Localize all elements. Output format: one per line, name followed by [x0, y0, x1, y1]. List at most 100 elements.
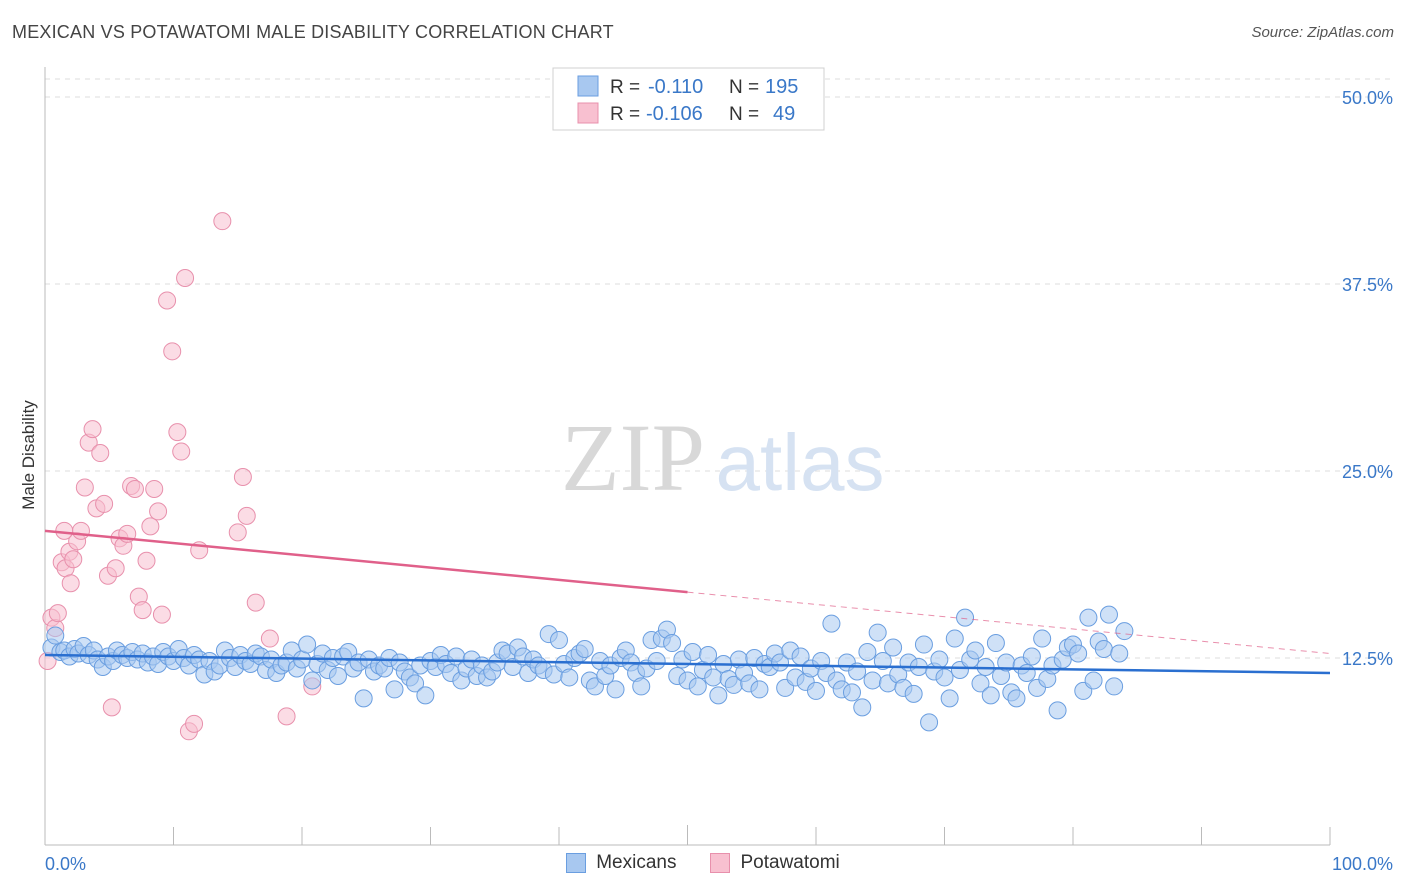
axes	[44, 67, 1331, 846]
potawatomi-point	[163, 342, 182, 361]
mexicans-point	[328, 666, 347, 685]
potawatomi-point	[61, 574, 80, 593]
mexicans-point	[771, 653, 790, 672]
mexicans-point	[956, 608, 975, 627]
potawatomi-point	[237, 506, 256, 525]
mexicans-point	[632, 677, 651, 696]
mexicans-point	[822, 614, 841, 633]
mexicans-trend-line	[44, 653, 1331, 675]
potawatomi-point	[213, 212, 232, 231]
potawatomi-point	[233, 467, 252, 486]
mexicans-point	[1079, 608, 1098, 627]
legend-r-value-2: -0.106	[646, 103, 703, 125]
grid-lines	[45, 78, 1392, 659]
mexicans-point	[1094, 640, 1113, 659]
mexicans-point	[1084, 671, 1103, 690]
mexicans-point	[935, 668, 954, 687]
legend-r-label-1: R =	[610, 77, 640, 98]
mexicans-point	[1099, 605, 1118, 624]
mexicans-point	[298, 635, 317, 654]
mexicans-point	[863, 671, 882, 690]
mexicans-point	[406, 674, 425, 693]
potawatomi-point	[277, 707, 296, 726]
mexicans-point	[930, 650, 949, 669]
chart-title: MEXICAN VS POTAWATOMI MALE DISABILITY CO…	[12, 22, 614, 42]
potawatomi-points	[38, 212, 322, 741]
mexicans-point	[986, 634, 1005, 653]
potawatomi-point	[185, 714, 204, 733]
potawatomi-point	[168, 423, 187, 442]
mexicans-swatch	[566, 853, 587, 873]
potawatomi-point	[83, 420, 102, 439]
potawatomi-point	[149, 502, 168, 521]
potawatomi-point	[141, 517, 160, 536]
mexicans-point	[1105, 677, 1124, 696]
potawatomi-point	[91, 444, 110, 463]
mexicans-point	[966, 641, 985, 660]
potawatomi-point	[102, 698, 121, 717]
mexicans-point	[750, 680, 769, 699]
potawatomi-point	[64, 550, 83, 569]
mexicans-point	[842, 683, 861, 702]
y-tick-label: 37.5%	[1342, 275, 1393, 295]
potawatomi-point	[228, 523, 247, 542]
y-tick-label: 25.0%	[1342, 462, 1393, 482]
x-tick-label: 100.0%	[1332, 854, 1393, 874]
mexicans-point	[1007, 689, 1026, 708]
potawatomi-point	[55, 521, 74, 540]
potawatomi-point	[260, 629, 279, 648]
legend-label-mexicans: Mexicans	[596, 852, 677, 873]
potawatomi-trend-line	[44, 529, 688, 594]
mexicans-point	[560, 668, 579, 687]
potawatomi-point	[133, 601, 152, 620]
potawatomi-point	[95, 494, 114, 513]
potawatomi-swatch	[710, 853, 731, 873]
potawatomi-point	[246, 593, 265, 612]
mexicans-point	[1069, 644, 1088, 663]
watermark-zip: ZIP	[561, 404, 705, 511]
mexicans-point	[46, 626, 65, 645]
mexicans-point	[884, 638, 903, 657]
potawatomi-trend-extension	[687, 591, 1331, 655]
x-tick-label: 0.0%	[45, 854, 86, 874]
mexicans-point	[575, 640, 594, 659]
mexicans-point	[709, 686, 728, 705]
potawatomi-point	[106, 559, 125, 578]
mexicans-point	[920, 713, 939, 732]
trend-lines	[44, 529, 1331, 675]
mexicans-point	[981, 686, 1000, 705]
mexicans-point	[1048, 701, 1067, 720]
mexicans-point	[303, 671, 322, 690]
potawatomi-point	[125, 479, 144, 498]
mexicans-point	[868, 623, 887, 642]
potawatomi-point	[75, 478, 94, 497]
mexicans-point	[1115, 622, 1134, 641]
potawatomi-point	[172, 442, 191, 461]
mexicans-point	[807, 681, 825, 700]
stats-legend: R = -0.110 N = 195 R = -0.106 N = 49	[552, 67, 825, 131]
legend-label-potawatomi: Potawatomi	[740, 852, 840, 873]
mexicans-point	[904, 684, 923, 703]
potawatomi-point	[137, 551, 156, 570]
potawatomi-point	[71, 521, 90, 540]
mexicans-point	[914, 635, 933, 654]
mexicans-point	[647, 651, 666, 670]
tick-labels: 12.5% 25.0% 37.5% 50.0% 0.0% 100.0%	[45, 88, 1393, 874]
mexicans-point	[1022, 647, 1041, 666]
potawatomi-point	[176, 269, 195, 288]
mexicans-point	[945, 629, 964, 648]
potawatomi-point	[152, 605, 171, 624]
legend-item-mexicans[interactable]: Mexicans	[566, 852, 676, 874]
mexicans-point	[971, 674, 990, 693]
potawatomi-point	[48, 604, 67, 623]
mexicans-point	[683, 643, 702, 662]
potawatomi-point	[158, 291, 177, 310]
mexicans-point	[606, 680, 625, 699]
legend-n-label-2: N =	[729, 104, 759, 125]
mexicans-point	[385, 680, 404, 699]
legend-item-potawatomi[interactable]: Potawatomi	[710, 852, 840, 874]
legend-n-value-1: 195	[765, 76, 798, 98]
y-axis-label: Male Disability	[19, 400, 38, 510]
mexicans-point	[550, 631, 568, 650]
